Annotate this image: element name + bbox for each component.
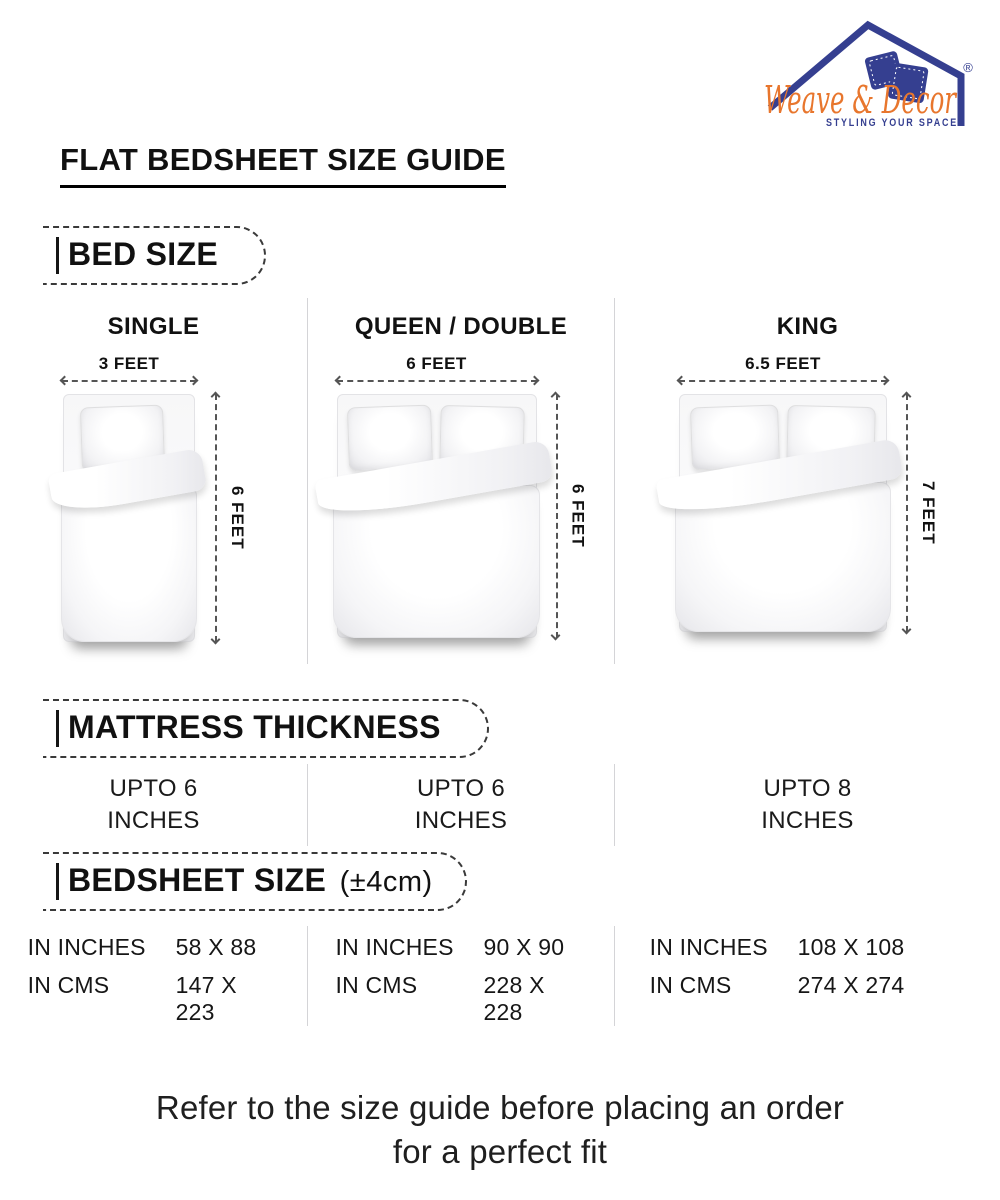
footer-note: Refer to the size guide before placing a… (0, 1086, 1000, 1174)
bed-width-label: 6 FEET (406, 354, 467, 373)
height-arrow (550, 391, 561, 641)
bed-width-label: 3 FEET (98, 354, 160, 373)
pillow-icon (888, 62, 929, 104)
page-title: FLAT BEDSHEET SIZE GUIDE (60, 142, 506, 188)
size-value: 108 X 108 (797, 934, 905, 960)
mattress-thickness-single: UPTO 6 INCHES (0, 764, 307, 846)
section-label: BED SIZE (68, 236, 218, 272)
bed-height-label: 6 FEET (228, 486, 247, 550)
thickness-line: INCHES (761, 807, 854, 834)
size-value: 147 X 223 (175, 972, 237, 1025)
brand-name: Weave & Decor (764, 78, 958, 122)
roof-outline (767, 20, 965, 126)
height-arrow (901, 391, 911, 635)
footer-line-1: Refer to the size guide before placing a… (155, 1089, 845, 1126)
section-label: MATTRESS THICKNESS (68, 709, 441, 745)
section-header-bedsheet-size: BEDSHEET SIZE (±4cm) (43, 852, 467, 911)
bedsheet-size-single: IN INCHES 58 X 88 IN CMS 147 X 223 (0, 926, 307, 1026)
tolerance-note: (±4cm) (339, 866, 433, 898)
mattress-thickness-queen-double: UPTO 6 INCHES (307, 764, 614, 846)
size-row-inches: IN INCHES 58 X 88 (28, 934, 280, 961)
section-marker-bar (56, 710, 59, 747)
brand-tagline: STYLING YOUR SPACE (826, 117, 958, 128)
size-value: 58 X 88 (175, 934, 257, 960)
bed-column-single: SINGLE 3 FEET 6 FEET (0, 298, 307, 664)
thickness-line: UPTO 6 (416, 774, 506, 802)
size-value: 274 X 274 (797, 972, 905, 998)
size-value: 228 X 228 (483, 972, 545, 1025)
section-header-bed-size: BED SIZE (43, 226, 266, 285)
bed-size-band: SINGLE 3 FEET 6 FEET QUEEN / DOUBLE 6 FE… (0, 298, 1000, 664)
bed-type-label: QUEEN / DOUBLE (354, 313, 568, 340)
section-header-mattress-thickness: MATTRESS THICKNESS (43, 699, 489, 758)
section-marker-bar (56, 863, 59, 900)
house-roof-logo-icon: ® Weave & Decor STYLING YOUR SPACE (764, 20, 973, 129)
width-arrow (334, 375, 539, 385)
bed-diagram: 3 FEET 6 FEET (47, 354, 247, 645)
bed-illustration (313, 394, 554, 639)
size-row-inches: IN INCHES 108 X 108 (650, 934, 966, 961)
bed-column-queen-double: QUEEN / DOUBLE 6 FEET 6 FEET (307, 298, 614, 664)
bed-illustration (655, 394, 905, 633)
section-marker-bar (56, 237, 59, 274)
size-row-cms: IN CMS 228 X 228 (336, 972, 587, 1026)
footer-line-2: for a perfect fit (392, 1132, 608, 1170)
thickness-line: INCHES (107, 807, 200, 834)
size-value: 90 X 90 (483, 934, 565, 960)
bed-height-label: 6 FEET (568, 484, 588, 548)
height-arrow (210, 391, 220, 645)
thickness-line: INCHES (414, 807, 508, 834)
brand-logo: ® Weave & Decor STYLING YOUR SPACE (762, 14, 978, 129)
bedsheet-size-queen-double: IN INCHES 90 X 90 IN CMS 228 X 228 (307, 926, 614, 1026)
size-unit-label: IN INCHES (649, 934, 768, 960)
bedsheet-size-king: IN INCHES 108 X 108 IN CMS 274 X 274 (614, 926, 1000, 1026)
bed-diagram: 6 FEET 6 FEET (313, 354, 588, 641)
size-row-cms: IN CMS 274 X 274 (650, 972, 966, 999)
duvet-illustration (60, 486, 198, 643)
bedsheet-size-band: IN INCHES 58 X 88 IN CMS 147 X 223 IN IN… (0, 926, 1000, 1026)
thickness-line: UPTO 6 (109, 774, 198, 802)
bed-type-label: SINGLE (107, 313, 200, 340)
mattress-thickness-king: UPTO 8 INCHES (614, 764, 1000, 846)
width-arrow (59, 375, 199, 385)
bed-type-label: KING (776, 313, 839, 340)
width-arrow (676, 375, 890, 385)
bed-width-label: 6.5 FEET (745, 354, 821, 373)
size-row-inches: IN INCHES 90 X 90 (336, 934, 587, 961)
size-unit-label: IN INCHES (27, 934, 146, 960)
bed-diagram: 6.5 FEET 7 FEET (655, 354, 938, 635)
duvet-illustration (332, 484, 541, 639)
size-unit-label: IN INCHES (335, 934, 454, 960)
bed-illustration (47, 394, 207, 643)
thickness-line: UPTO 8 (763, 774, 852, 802)
size-unit-label: IN CMS (27, 972, 110, 998)
bed-column-king: KING 6.5 FEET 7 FEET (614, 298, 1000, 664)
pillow-illustration (690, 404, 780, 470)
bed-height-label: 7 FEET (919, 481, 938, 545)
mattress-thickness-band: UPTO 6 INCHES UPTO 6 INCHES UPTO 8 INCHE… (0, 764, 1000, 846)
size-row-cms: IN CMS 147 X 223 (28, 972, 280, 1026)
size-unit-label: IN CMS (649, 972, 732, 998)
registered-mark: ® (963, 60, 973, 75)
section-label: BEDSHEET SIZE (68, 862, 327, 898)
size-unit-label: IN CMS (335, 972, 418, 998)
